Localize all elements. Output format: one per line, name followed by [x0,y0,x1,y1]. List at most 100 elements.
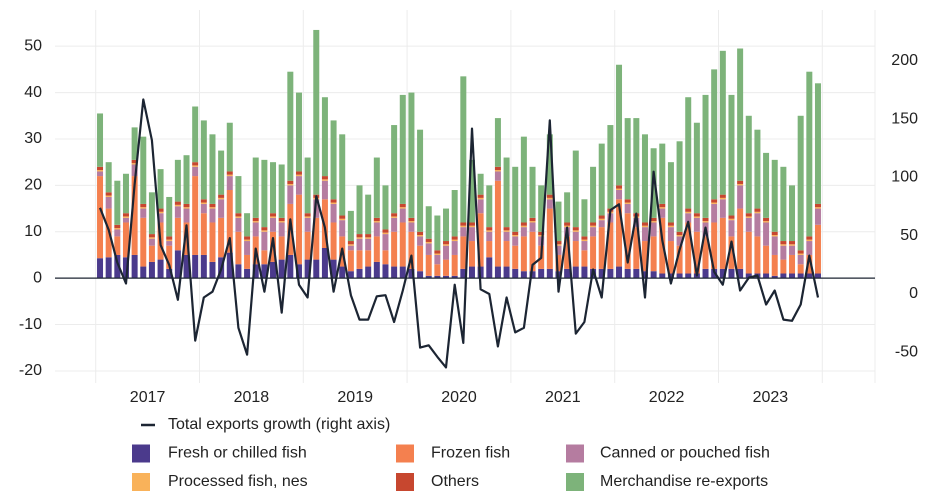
bar-segment [659,208,666,218]
bar-segment [763,245,770,274]
bar-segment [373,217,380,222]
bar-segment [131,159,138,164]
bar-segment [244,241,251,255]
bar-segment [581,266,588,279]
bar-segment [486,241,493,258]
bar-segment [564,268,571,279]
bar-segment [529,271,536,279]
bar-segment [382,250,389,265]
bar-segment [771,235,778,237]
bar-segment [434,264,441,276]
bar-segment [408,268,415,279]
bar-segment [114,228,121,230]
bar-segment [806,71,813,237]
bar-segment [97,113,104,167]
bar-segment [486,227,493,231]
bar-segment [226,122,233,172]
bar-segment [382,229,389,233]
bar-segment [321,180,328,200]
bar-segment [174,217,181,251]
bar-segment [304,157,311,214]
bar-segment [347,241,354,245]
bar-segment [313,259,320,279]
bar-segment [728,268,735,279]
bar-segment [814,273,821,279]
bar-segment [763,152,770,218]
bar-segment [616,199,623,267]
bar-segment [590,236,597,269]
bar-segment [321,179,328,181]
y2-tick-label: 200 [891,52,918,69]
bar-segment [417,231,424,236]
bar-segment [650,236,657,272]
bar-segment [122,222,129,258]
bar-segment [676,245,683,274]
bar-segment [460,268,467,279]
bar-segment [373,221,380,223]
bar-segment [572,227,579,231]
bar-segment [261,231,268,251]
bar-segment [140,208,147,218]
bar-segment [650,271,657,279]
bar-segment [226,190,233,253]
bar-segment [226,176,233,191]
bar-segment [754,213,761,237]
bar-segment [520,222,527,226]
bar-segment [451,190,458,237]
bar-segment [391,216,398,218]
bar-segment [641,271,648,279]
bar-segment [295,174,302,177]
bar-segment [235,264,242,279]
bar-segment [434,275,441,279]
bar-segment [503,157,510,228]
x-tick-label: 2021 [545,389,581,406]
bar-segment [174,159,181,202]
bar-segment [789,185,796,242]
bar-segment [330,222,337,260]
bar-segment [244,268,251,279]
bar-segment [486,231,493,242]
bar-segment [200,199,207,203]
bar-segment [780,241,787,245]
bar-segment [356,250,363,269]
bar-segment [200,254,207,279]
bar-segment [105,196,112,209]
bar-segment [641,241,648,272]
bar-segment [174,206,181,218]
y2-tick-label: 0 [909,285,918,302]
bar-segment [797,250,804,254]
bar-segment [641,225,648,228]
legend-swatch [132,444,150,463]
legend-swatch [566,444,584,463]
bar-segment [330,120,337,200]
bar-segment [667,225,674,228]
bar-segment [131,254,138,279]
bar-segment [555,245,562,255]
bar-segment [754,129,761,209]
bar-segment [520,227,527,237]
bar-segment [538,185,545,232]
bar-segment [711,69,718,200]
bar-segment [347,245,354,251]
bar-segment [719,197,726,200]
bar-segment [667,162,674,223]
bar-segment [745,115,752,214]
bar-segment [330,259,337,279]
bar-segment [295,264,302,279]
bar-segment [183,155,190,204]
bar-segment [667,273,674,279]
bar-segment [512,231,519,236]
bar-segment [572,231,579,242]
bar-segment [140,266,147,279]
bar-segment [235,176,242,214]
bar-segment [520,136,527,223]
legend-swatch [132,473,150,491]
bar-segment [468,225,475,228]
bar-segment [460,236,467,269]
bar-segment [408,231,415,269]
bar-segment [771,231,778,236]
bar-segment [278,217,285,222]
bar-segment [745,231,752,274]
bar-segment [737,185,744,209]
bar-segment [624,268,631,279]
